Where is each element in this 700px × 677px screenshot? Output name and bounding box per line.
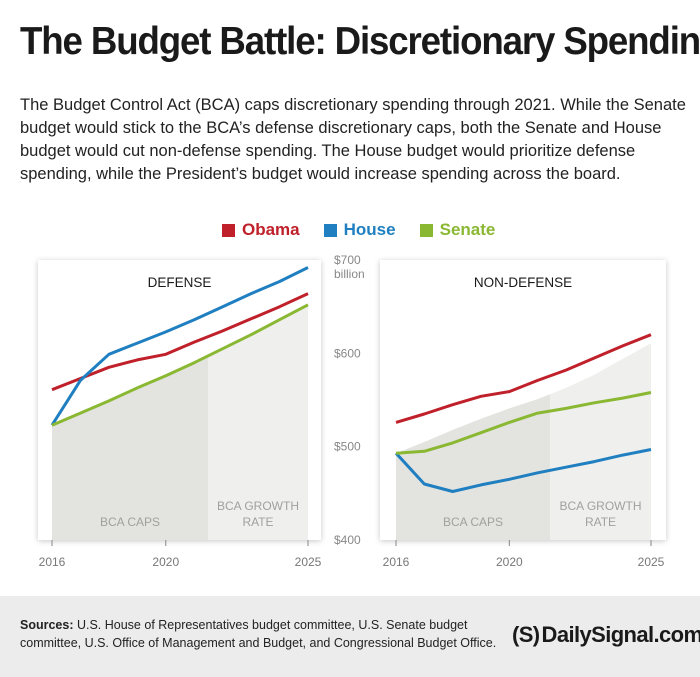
sources-label: Sources: — [20, 618, 74, 632]
defense-chart-title: DEFENSE — [148, 275, 212, 290]
non-defense-label-bca-caps: BCA CAPS — [443, 515, 503, 529]
non-defense-xtick-2020: 2020 — [496, 555, 523, 569]
ytick-400: $400 — [334, 533, 361, 547]
defense-line-senate — [51, 303, 309, 427]
non-defense-line-house — [394, 448, 652, 493]
defense-xtick-2025: 2025 — [295, 555, 322, 569]
non-defense-chart-title: NON-DEFENSE — [474, 275, 572, 290]
legend-label-obama: Obama — [242, 220, 300, 239]
defense-xtick-2020: 2020 — [152, 555, 179, 569]
legend-swatch-senate — [419, 223, 433, 237]
non-defense-line-obama — [395, 333, 652, 424]
sources-note: Sources: U.S. House of Representatives b… — [20, 616, 500, 652]
defense-xtick-2016: 2016 — [39, 555, 66, 569]
defense-label-bca-growth-line2: RATE — [242, 515, 273, 529]
non-defense-label-bca-growth-line1: BCA GROWTH — [559, 499, 641, 513]
non-defense-xtick-2025: 2025 — [638, 555, 665, 569]
legend: Obama House Senate — [222, 220, 495, 240]
footer-band — [0, 596, 700, 677]
sources-text: U.S. House of Representatives budget com… — [20, 618, 497, 650]
defense-line-obama — [51, 292, 309, 392]
legend-swatch-house — [323, 223, 337, 237]
legend-swatch-obama — [222, 223, 235, 237]
defense-label-bca-growth-line1: BCA GROWTH — [217, 499, 299, 513]
y-unit-label: billion — [334, 267, 365, 281]
non-defense-xtick-2016: 2016 — [383, 555, 410, 569]
defense-label-bca-caps: BCA CAPS — [100, 515, 160, 529]
legend-item-senate: Senate — [419, 220, 496, 240]
intro-paragraph: The Budget Control Act (BCA) caps discre… — [20, 96, 686, 183]
legend-label-senate: Senate — [439, 220, 496, 239]
brand-text: DailySignal.com — [541, 622, 700, 647]
page-title: The Budget Battle: Discretionary Spendin… — [20, 20, 700, 63]
legend-item-obama: Obama — [222, 220, 300, 240]
legend-item-house: House — [323, 220, 396, 240]
defense-line-house — [50, 266, 309, 427]
charts-svg: BCA CAPS BCA GROWTH RATE DEFENSE 2016 2020 202… — [38, 253, 666, 569]
legend-label-house: House — [343, 220, 396, 239]
ytick-500: $500 — [334, 440, 361, 454]
non-defense-label-bca-growth-line2: RATE — [585, 515, 616, 529]
ytick-600: $600 — [334, 346, 361, 360]
ytick-700: $700 — [334, 253, 361, 267]
brand-logo: (S) DailySignal.com — [512, 622, 700, 648]
non-defense-line-senate — [395, 391, 652, 455]
brand-mark: (S) — [512, 622, 540, 647]
